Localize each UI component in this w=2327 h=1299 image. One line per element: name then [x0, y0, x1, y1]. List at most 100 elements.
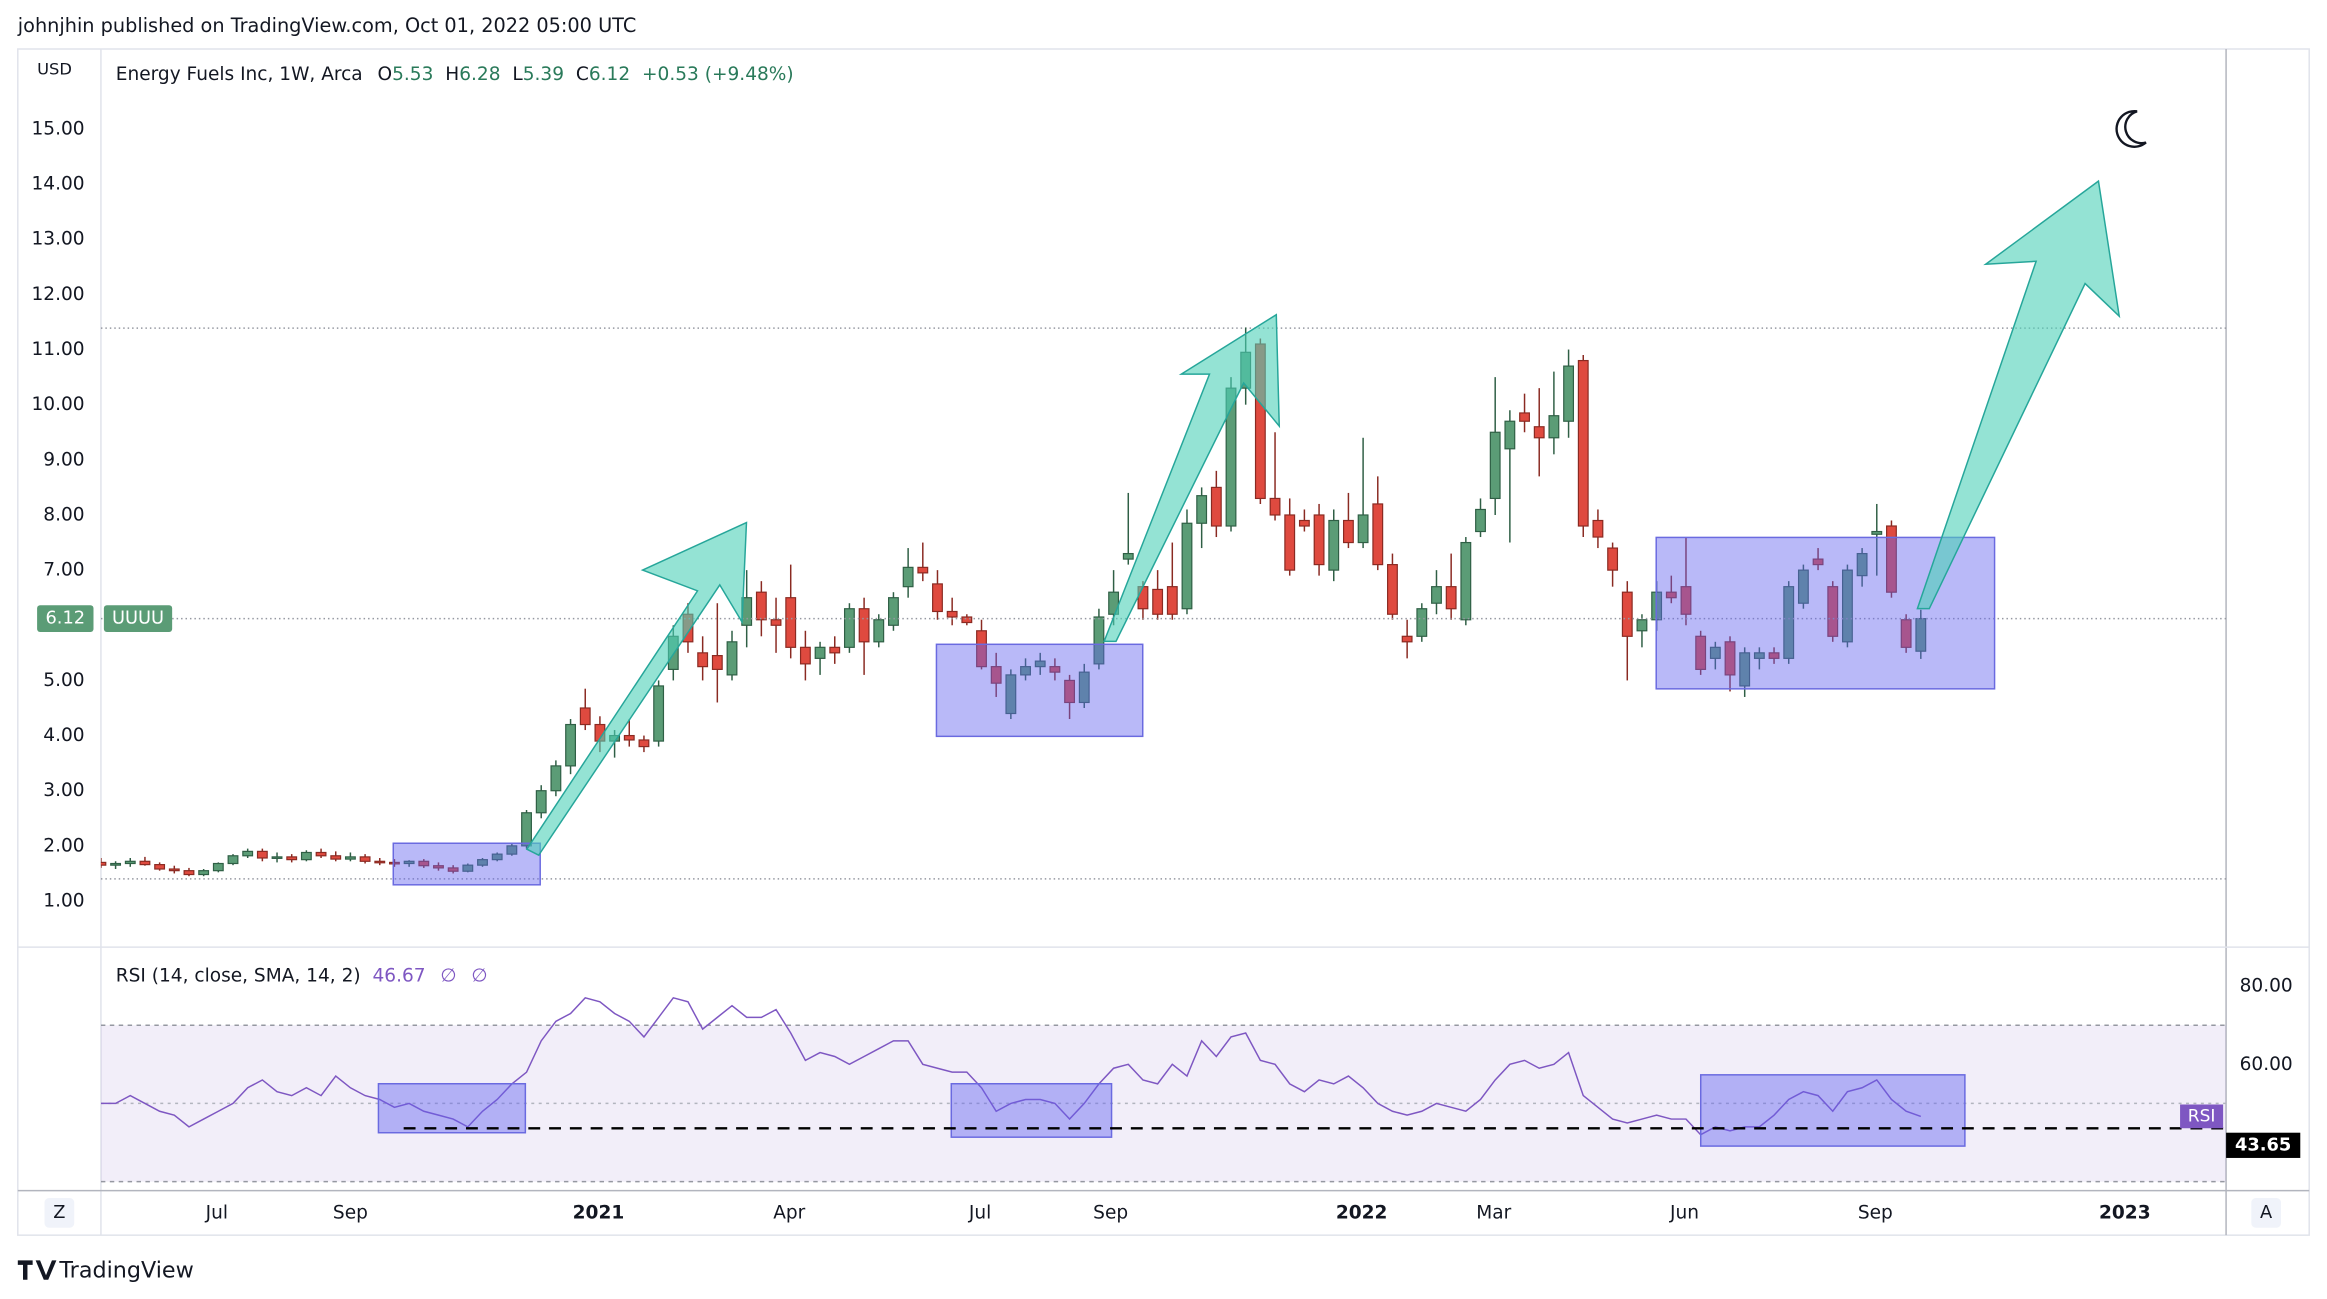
candle-body [1460, 541, 1472, 621]
scale-button[interactable] [2251, 1198, 2281, 1228]
candle-body [1210, 486, 1222, 527]
candle-body [814, 646, 826, 659]
candle-body [755, 591, 767, 621]
candle-body [550, 765, 562, 792]
candle-body [990, 666, 1002, 684]
candle-body [1298, 519, 1310, 527]
legend-value: 5.39 [523, 64, 564, 85]
candle-body [843, 608, 855, 648]
candle-body [462, 864, 474, 872]
y-tick-label: 1.00 [43, 891, 84, 912]
candle-body [1812, 558, 1824, 566]
candle-body [873, 619, 885, 643]
candle-body [1357, 514, 1369, 544]
candle-body [124, 860, 136, 865]
rsi-legend: RSI (14, close, SMA, 14, 2) 46.67 ∅ ∅ [116, 965, 488, 986]
scale-button-label[interactable]: Z [53, 1202, 65, 1223]
candle-body [1753, 652, 1765, 659]
theme-toggle[interactable] [2115, 109, 2147, 148]
candle-body [961, 616, 973, 624]
candle-body [344, 856, 356, 860]
candle-body [1181, 522, 1193, 610]
candle-body [1152, 588, 1164, 615]
candle-body [110, 862, 122, 866]
candle-body [271, 856, 283, 859]
candle-body [711, 655, 723, 670]
candle-body [100, 861, 107, 866]
candle-body [506, 845, 518, 855]
rsi-value: ∅ [471, 965, 487, 986]
y-tick-label: 9.00 [43, 449, 84, 470]
arrow [525, 521, 748, 857]
candle-body [1739, 652, 1751, 687]
candle-body [1284, 514, 1296, 571]
candle-body [1548, 415, 1560, 439]
candle-body [1328, 519, 1340, 571]
candle-body [1475, 508, 1486, 533]
y-tick-label: 11.00 [31, 339, 84, 360]
last-price-label: 6.12 [45, 608, 85, 629]
legend-key: O [378, 64, 393, 85]
candle-body [1886, 525, 1897, 593]
candle-body [1797, 569, 1809, 604]
candle-body [917, 566, 929, 574]
candle-body [638, 739, 650, 748]
candle-body [1020, 666, 1031, 676]
candle-body [1841, 569, 1853, 643]
legend-key: L [512, 64, 523, 85]
y-tick-label: 2.00 [43, 835, 84, 856]
labels: 1.002.003.004.005.006.007.008.009.0010.0… [31, 118, 2301, 1223]
candle-body [1416, 608, 1428, 637]
candle-body [491, 853, 503, 861]
candle-body [902, 566, 914, 588]
legend-value: 6.28 [459, 64, 500, 85]
candle-body [1592, 519, 1604, 538]
candle-body [1827, 586, 1839, 637]
candle-body [1915, 618, 1927, 652]
candle-body [1064, 679, 1076, 704]
chart-frame [17, 48, 2310, 1236]
range-box [1699, 1074, 1966, 1147]
rsi-badge-label: RSI [2188, 1106, 2216, 1126]
candle-body [1313, 514, 1325, 566]
legend-key: H [445, 64, 459, 85]
drawings [392, 179, 2121, 886]
brand-name: TradingView [58, 1257, 193, 1283]
rsi-value: ∅ [440, 965, 456, 986]
candle-body [1078, 671, 1090, 704]
candle-body [477, 859, 488, 866]
scale-button-label[interactable]: A [2260, 1202, 2273, 1223]
candle-body [183, 870, 195, 876]
candle-body [1122, 552, 1134, 560]
range-box [935, 643, 1144, 738]
candle-body [1636, 619, 1648, 632]
candle-body [389, 861, 400, 865]
candle-body [1445, 586, 1457, 610]
legend-key: C [576, 64, 589, 85]
candle-body [447, 867, 459, 872]
y-tick-label: 7.00 [43, 560, 84, 581]
x-tick-label: 2023 [2099, 1202, 2151, 1223]
candle-body [1519, 412, 1530, 422]
candle-body [1900, 619, 1912, 648]
scale-button[interactable] [44, 1198, 75, 1228]
candle-body [418, 860, 430, 867]
candle-body [1607, 547, 1619, 571]
x-tick-label: Jul [968, 1202, 991, 1223]
y-tick-label: 80.00 [2240, 976, 2293, 997]
candle-body [139, 860, 151, 866]
candle-body [1342, 519, 1354, 544]
candle-body [770, 619, 782, 626]
candle-body [154, 864, 166, 870]
candle-body [1563, 365, 1575, 422]
candle-body [403, 860, 415, 865]
rsi-value: 46.67 [372, 965, 425, 986]
candle-body [315, 851, 327, 857]
symbol-title: Energy Fuels Inc, 1W, Arca [116, 64, 363, 85]
legend-value: 6.12 [589, 64, 630, 85]
candle-body [242, 850, 254, 857]
candle-body [1401, 635, 1413, 643]
y-tick-label: 60.00 [2240, 1054, 2293, 1075]
symbol-label: UUUU [112, 608, 164, 629]
candle-body [653, 685, 665, 742]
